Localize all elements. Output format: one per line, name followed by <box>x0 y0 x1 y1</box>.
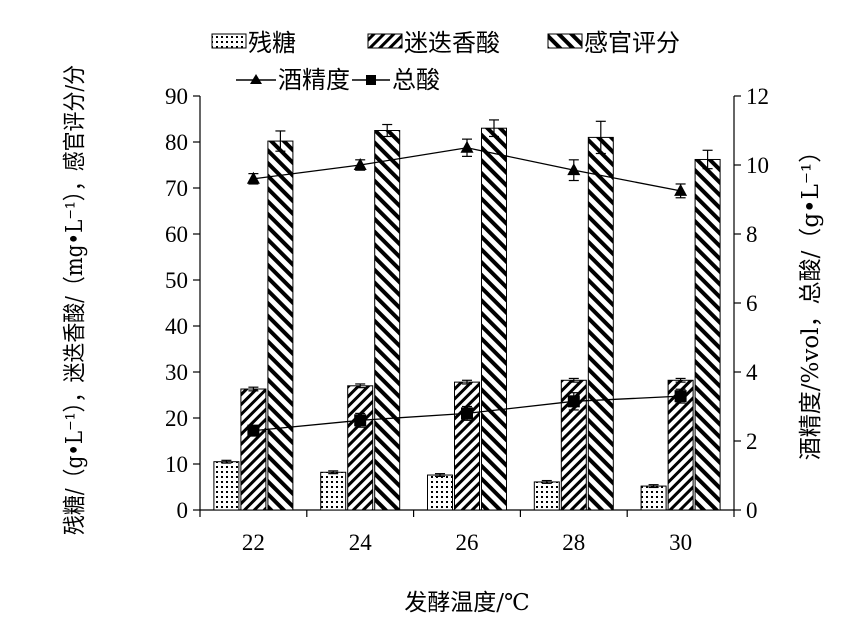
right-tick-label: 12 <box>746 84 769 109</box>
left-tick-label: 60 <box>165 222 188 247</box>
x-tick-label: 24 <box>349 530 373 555</box>
x-tick-label: 30 <box>669 530 692 555</box>
bar-0-3 <box>533 481 560 511</box>
legend-swatch-bar-2 <box>547 33 583 49</box>
bar-1-0 <box>240 388 267 511</box>
legend-marker-square <box>366 75 376 85</box>
bars <box>213 119 721 511</box>
left-tick-label: 20 <box>165 406 188 431</box>
legend-label-line-0: 酒精度 <box>278 66 350 94</box>
legend-item-bar-1: 迷迭香酸 <box>367 29 500 57</box>
left-tick-label: 70 <box>165 176 188 201</box>
line-point-square-4 <box>674 390 687 403</box>
bar-2-3 <box>587 136 614 511</box>
left-tick-label: 80 <box>165 130 188 155</box>
left-tick-label: 40 <box>165 314 188 339</box>
legend-marker-triangle <box>250 74 262 84</box>
right-axis-title: 酒精度/%vol，总酸/（g•L⁻¹） <box>798 140 824 460</box>
line-point-triangle-3 <box>567 163 581 176</box>
bar-2-0 <box>267 140 294 511</box>
line-point-triangle-2 <box>460 140 474 153</box>
left-tick-label: 0 <box>177 498 189 523</box>
bar-1-1 <box>347 385 374 511</box>
bar-0-0 <box>213 461 240 511</box>
line-point-triangle-1 <box>353 158 367 170</box>
bar-2-1 <box>374 130 401 511</box>
bar-1-2 <box>454 381 480 511</box>
legend-label-bar-1: 迷迭香酸 <box>404 29 500 57</box>
x-tick-label: 22 <box>242 530 265 555</box>
right-tick-label: 8 <box>746 222 758 247</box>
bar-0-1 <box>320 471 347 511</box>
x-tick-label: 28 <box>562 530 585 555</box>
left-tick-label: 50 <box>165 268 188 293</box>
line-point-triangle-0 <box>246 171 260 184</box>
line-point-square-0 <box>247 424 260 437</box>
right-tick-label: 10 <box>746 153 769 178</box>
legend-label-bar-0: 残糖 <box>248 29 296 57</box>
right-y-ticks: 0 2 4 6 8 10 12 <box>734 84 769 523</box>
legend-item-bar-0: 残糖 <box>211 29 296 57</box>
left-y-ticks: 0 10 20 30 40 50 60 70 80 90 <box>165 84 200 523</box>
line-series <box>246 138 688 437</box>
right-tick-label: 4 <box>746 360 758 385</box>
x-tick-label: 26 <box>456 530 479 555</box>
line-point-square-2 <box>461 407 473 420</box>
legend-label-bar-2: 感官评分 <box>584 29 680 57</box>
left-tick-label: 30 <box>165 360 188 385</box>
line-point-square-3 <box>567 395 580 408</box>
line-point-triangle-4 <box>674 183 688 196</box>
bar-0-4 <box>640 485 667 511</box>
legend-swatch-bar-1 <box>367 33 403 49</box>
left-tick-label: 10 <box>165 452 188 477</box>
legend-item-line-1: 总酸 <box>352 66 440 94</box>
left-axis-title: 残糖/（g•L⁻¹），迷迭香酸/（mg•L⁻¹），感官评分/分 <box>62 65 88 535</box>
bar-2-4 <box>694 158 721 511</box>
left-tick-label: 90 <box>165 84 188 109</box>
x-axis-title: 发酵温度/℃ <box>404 590 529 616</box>
right-tick-label: 6 <box>746 291 758 316</box>
legend-item-bar-2: 感官评分 <box>547 29 680 57</box>
legend-label-line-1: 总酸 <box>392 66 440 94</box>
legend-swatch-bar-0 <box>211 33 247 49</box>
x-ticks: 22 24 26 28 30 <box>199 510 735 555</box>
right-tick-label: 0 <box>746 498 758 523</box>
line-point-square-1 <box>354 414 367 427</box>
right-tick-label: 2 <box>746 429 758 454</box>
bar-0-2 <box>427 474 453 511</box>
legend-item-line-0: 酒精度 <box>236 66 350 94</box>
bar-2-2 <box>481 127 507 511</box>
legend: 残糖 迷迭香酸 感官评分 酒精度 总酸 <box>211 29 680 94</box>
